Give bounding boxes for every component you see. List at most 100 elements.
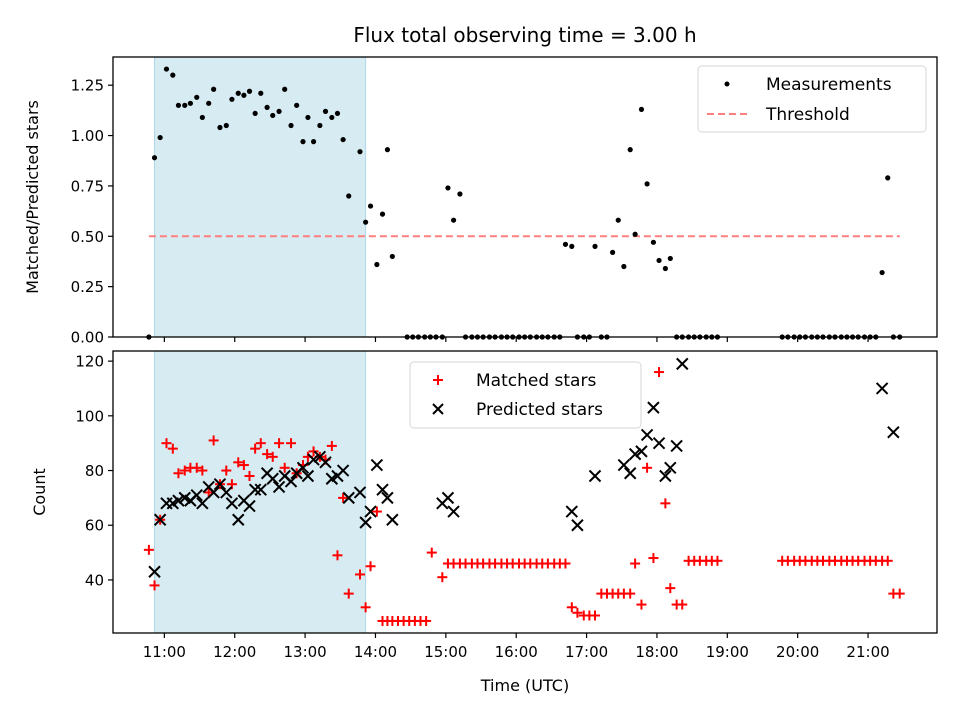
- predicted-star-point: [676, 357, 689, 371]
- measurement-point: [329, 114, 335, 121]
- measurement-point: [445, 185, 451, 191]
- matched-star-point: [279, 462, 290, 473]
- top-legend: Measurements Threshold: [697, 65, 927, 133]
- matched-star-point: [654, 367, 665, 378]
- matched-star-point: [149, 580, 160, 591]
- matched-star-point: [338, 492, 349, 503]
- x-axis-label: Time (UTC): [480, 676, 569, 695]
- measurement-point: [334, 110, 341, 117]
- measurement-point: [163, 66, 170, 72]
- x-tick-label: 13:00: [283, 643, 326, 661]
- matched-star-point: [354, 569, 365, 580]
- x-tick-label: 18:00: [635, 643, 678, 661]
- bottom-axes-frame: [112, 350, 938, 634]
- measurement-point: [374, 261, 380, 268]
- predicted-star-point: [225, 497, 239, 510]
- matched-star-point: [677, 599, 688, 610]
- matched-star-point: [625, 588, 636, 599]
- predicted-star-point: [148, 565, 161, 578]
- bottom-y-ticks: 40 60 80 100 120: [75, 353, 113, 589]
- matched-star-point: [267, 451, 278, 462]
- matched-star-point: [250, 443, 261, 454]
- matched-star-point: [308, 446, 319, 457]
- x-tick-label: 16:00: [495, 643, 538, 661]
- predicted-star-point: [301, 469, 315, 483]
- measurement-point: [638, 106, 645, 112]
- y-tick-label: 1.25: [71, 77, 104, 95]
- measurement-point: [650, 239, 657, 245]
- y-tick-label: 0.00: [71, 329, 104, 347]
- matched-star-point: [203, 487, 214, 498]
- matched-star-point: [560, 558, 571, 569]
- measurement-point: [223, 122, 229, 129]
- predicted-star-point: [153, 513, 167, 526]
- measurement-point: [450, 217, 457, 223]
- predicted-star-point: [196, 497, 209, 510]
- predicted-star-point: [571, 519, 584, 532]
- predicted-star-point: [623, 467, 637, 480]
- predicted-star-point: [364, 505, 377, 518]
- predicted-star-point: [232, 513, 245, 526]
- predicted-star-point: [659, 469, 672, 483]
- top-axes-frame: [112, 56, 938, 338]
- measurement-point: [252, 110, 258, 117]
- measurement-point: [885, 175, 891, 181]
- predicted-stars-points: [148, 357, 900, 578]
- matched-star-point: [437, 572, 448, 583]
- measurement-point: [592, 243, 598, 249]
- chart-title: Flux total observing time = 3.00 h: [353, 23, 696, 47]
- predicted-star-point: [441, 491, 455, 505]
- top-panel: 0.00 0.25 0.50 0.75 1.00 1.25 Matched/Predict…: [23, 56, 938, 347]
- measurement-point: [357, 149, 363, 155]
- predicted-star-point: [447, 505, 460, 518]
- legend-x-icon: [432, 403, 444, 415]
- predicted-star-point: [635, 445, 648, 458]
- measurement-point: [199, 114, 205, 121]
- matched-star-point: [161, 438, 172, 449]
- matched-star-point: [326, 440, 337, 451]
- predicted-star-point: [617, 458, 631, 472]
- measurement-point: [621, 263, 627, 270]
- bottom-panel: 11:00 12:00 13:00 14:00 15:00 16:00 17:00 18:00…: [30, 350, 938, 695]
- measurement-point: [667, 255, 673, 262]
- predicted-star-point: [213, 477, 227, 491]
- measurement-point: [187, 100, 194, 106]
- predicted-star-point: [359, 516, 372, 529]
- matched-star-point: [238, 460, 249, 471]
- bottom-legend: Matched stars Predicted stars: [409, 361, 642, 429]
- x-tick-label: 12:00: [213, 643, 256, 661]
- measurement-point: [615, 217, 621, 223]
- measurement-point: [610, 249, 616, 255]
- y-tick-label: 80: [85, 462, 104, 480]
- measurement-point: [346, 193, 352, 199]
- measurement-point: [305, 114, 311, 121]
- measurement-point: [340, 136, 346, 143]
- y-tick-label: 1.00: [71, 127, 104, 145]
- predicted-star-point: [284, 475, 298, 488]
- measurement-point: [632, 231, 638, 237]
- measurement-point: [229, 96, 235, 102]
- measurement-point: [457, 191, 463, 197]
- predicted-star-point: [664, 461, 677, 475]
- measurement-point: [170, 72, 176, 78]
- predicted-star-point: [319, 456, 332, 469]
- x-tick-label: 21:00: [846, 643, 889, 661]
- matched-star-point: [712, 555, 723, 566]
- matched-star-point: [360, 602, 371, 613]
- measurement-point: [206, 100, 212, 106]
- measurement-point: [379, 211, 386, 217]
- bottom-observing-span: [154, 350, 367, 634]
- matched-star-point: [894, 588, 905, 599]
- measurement-point: [258, 90, 264, 96]
- measurement-point: [157, 134, 163, 141]
- matched-star-point: [274, 438, 285, 449]
- measurement-point: [322, 108, 329, 114]
- measurement-point: [194, 94, 200, 100]
- matched-star-point: [660, 498, 671, 509]
- measurement-point: [241, 92, 247, 98]
- predicted-star-point: [190, 488, 203, 502]
- predicted-star-point: [254, 483, 267, 496]
- matched-star-point: [648, 553, 659, 564]
- predicted-star-point: [887, 426, 900, 439]
